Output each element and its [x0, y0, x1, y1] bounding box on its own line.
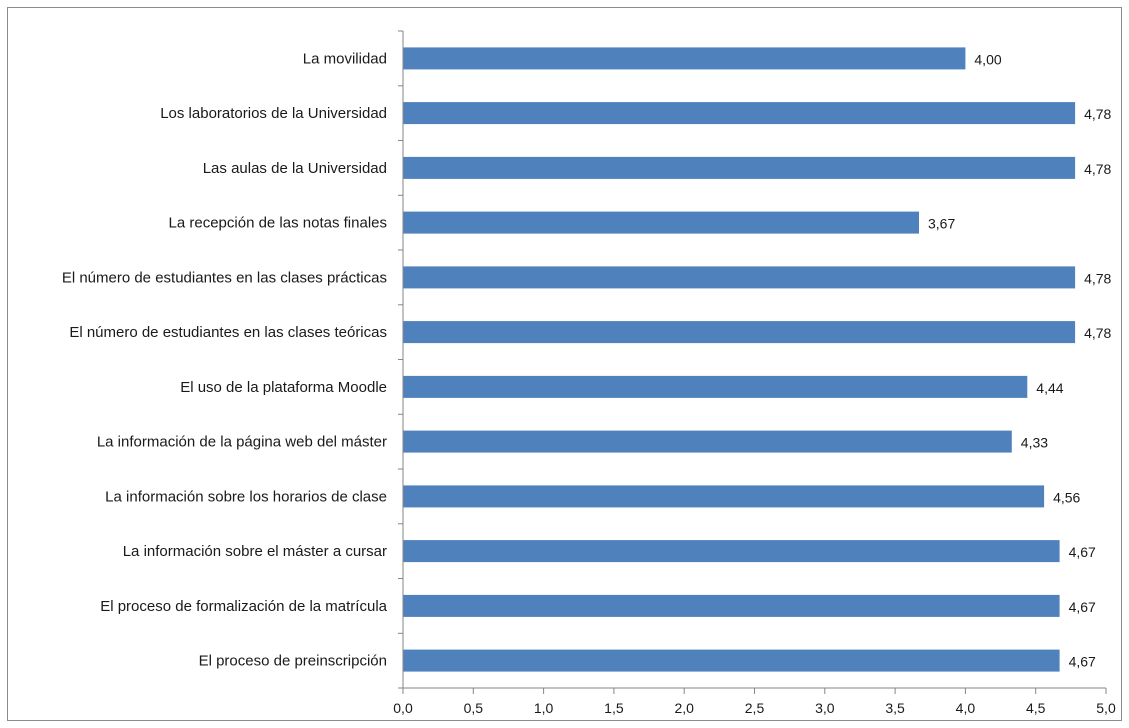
- bar: [403, 540, 1060, 563]
- bar: [403, 102, 1076, 125]
- category-label: El proceso de formalización de la matríc…: [100, 598, 387, 615]
- bar: [403, 266, 1076, 289]
- category-label: Las aulas de la Universidad: [203, 160, 387, 177]
- data-label: 4,78: [1084, 106, 1111, 122]
- bar: [403, 156, 1076, 179]
- data-label: 4,78: [1084, 270, 1111, 286]
- bar: [403, 430, 1012, 453]
- category-label: El número de estudiantes en las clases t…: [69, 324, 387, 341]
- bar: [403, 321, 1076, 344]
- data-label: 4,56: [1053, 489, 1080, 505]
- category-label: La recepción de las notas finales: [169, 215, 387, 232]
- category-label: El proceso de preinscripción: [199, 653, 387, 670]
- data-label: 4,67: [1069, 654, 1096, 670]
- x-tick-label: 4,0: [956, 700, 976, 716]
- x-tick-label: 5,0: [1096, 700, 1116, 716]
- data-label: 4,78: [1084, 161, 1111, 177]
- x-tick-label: 1,5: [604, 700, 624, 716]
- data-label: 4,33: [1021, 435, 1048, 451]
- bar: [403, 375, 1028, 398]
- x-tick-label: 0,0: [393, 700, 413, 716]
- data-label: 3,67: [928, 216, 955, 232]
- category-label: Los laboratorios de la Universidad: [160, 105, 387, 122]
- bar: [403, 594, 1060, 617]
- data-label: 4,78: [1084, 325, 1111, 341]
- data-label: 4,67: [1069, 544, 1096, 560]
- category-label: El uso de la plataforma Moodle: [180, 379, 387, 396]
- bar: [403, 211, 919, 234]
- category-label: La movilidad: [303, 50, 387, 67]
- x-tick-label: 0,5: [464, 700, 484, 716]
- category-label: La información de la página web del mást…: [97, 434, 387, 451]
- category-label: El número de estudiantes en las clases p…: [62, 269, 387, 286]
- x-tick-label: 3,5: [885, 700, 905, 716]
- bar: [403, 649, 1060, 672]
- data-label: 4,00: [974, 51, 1001, 67]
- x-tick-label: 2,0: [674, 700, 694, 716]
- x-tick-label: 4,5: [1026, 700, 1046, 716]
- x-tick-label: 2,5: [745, 700, 765, 716]
- x-tick-label: 1,0: [534, 700, 554, 716]
- x-tick-label: 3,0: [815, 700, 835, 716]
- data-label: 4,44: [1036, 380, 1063, 396]
- bar: [403, 47, 966, 70]
- category-label: La información sobre los horarios de cla…: [105, 488, 387, 505]
- bar: [403, 485, 1045, 508]
- category-label: La información sobre el máster a cursar: [123, 543, 387, 560]
- data-label: 4,67: [1069, 599, 1096, 615]
